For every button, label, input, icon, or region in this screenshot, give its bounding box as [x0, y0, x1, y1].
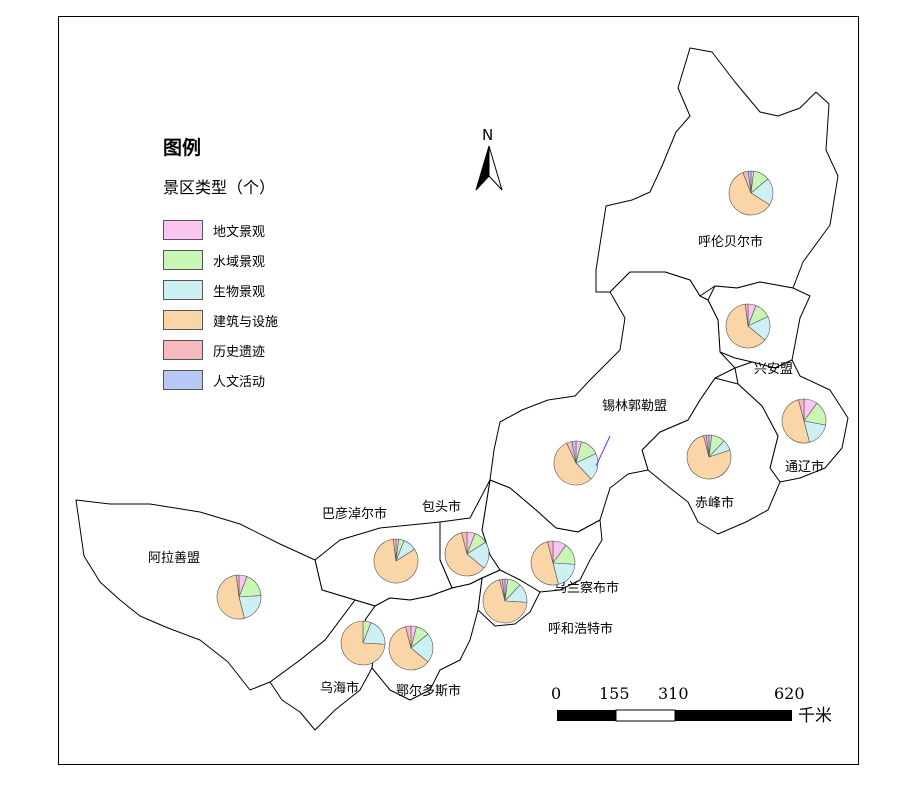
- legend-title: 图例: [163, 137, 202, 159]
- pie-slice: [501, 578, 506, 602]
- pie-slice: [725, 303, 766, 349]
- legend-item-buildings: 建筑与设施: [163, 309, 278, 331]
- pie-slice: [461, 531, 468, 555]
- scale-tick-155: 155: [599, 684, 630, 703]
- region-boundary-alxa: [75, 499, 356, 691]
- north-arrow-label: N: [482, 126, 493, 144]
- pie-4: [553, 440, 599, 486]
- legend-label: 人文活动: [213, 374, 266, 390]
- north-arrow-left-icon: [475, 145, 490, 191]
- north-arrow: N: [475, 126, 503, 191]
- pie-11: [216, 574, 262, 620]
- scale-tick-620: 620: [774, 684, 805, 703]
- scale-segment-1: [557, 710, 616, 721]
- pie-slice: [705, 434, 710, 458]
- pie-slice: [747, 170, 752, 194]
- pie-0: [728, 170, 774, 216]
- pie-slice: [728, 172, 770, 216]
- label-wuhai: 乌海市: [320, 680, 359, 696]
- scale-segment-2: [615, 709, 676, 722]
- pie-slice: [686, 435, 732, 480]
- pie-slice: [547, 540, 554, 564]
- label-hinggan: 兴安盟: [754, 362, 793, 377]
- pie-slice: [781, 399, 810, 444]
- pie-5: [530, 540, 576, 586]
- pie-10: [340, 620, 386, 666]
- legend-label: 生物景观: [213, 284, 266, 300]
- scale-unit: 千米: [798, 706, 832, 726]
- pie-slice: [798, 398, 805, 422]
- label-ordos: 鄂尔多斯市: [396, 683, 461, 699]
- scale-segment-3: [675, 710, 792, 721]
- pie-slice: [392, 538, 397, 562]
- pie-slice: [388, 626, 429, 671]
- legend-label: 建筑与设施: [213, 314, 279, 330]
- pie-slice: [373, 538, 419, 584]
- scale-tick-310: 310: [658, 684, 689, 703]
- map-frame: [58, 16, 859, 765]
- pie-6: [482, 578, 528, 624]
- pie-7: [444, 531, 490, 577]
- label-baotou: 包头市: [422, 499, 461, 515]
- legend-label: 历史遗迹: [213, 344, 266, 360]
- legend-item-historic: 历史遗迹: [163, 339, 265, 361]
- pie-slice: [553, 442, 592, 486]
- legend-swatch: [163, 370, 203, 390]
- pie-slice: [405, 625, 412, 649]
- legend-label: 地文景观: [213, 224, 266, 240]
- legend-item-water: 水域景观: [163, 249, 265, 271]
- pie-8: [373, 538, 419, 584]
- pie-slice: [530, 541, 559, 586]
- north-arrow-right-icon: [488, 145, 503, 191]
- label-tongliao: 通辽市: [785, 459, 824, 475]
- legend-item-biological: 生物景观: [163, 279, 265, 301]
- legend-swatch: [163, 310, 203, 330]
- legend-item-cultural: 人文活动: [163, 369, 265, 391]
- label-hohhot: 呼和浩特市: [548, 621, 613, 637]
- label-bayannur: 巴彦淖尔市: [322, 506, 387, 522]
- region-boundary-xilingol: [489, 271, 736, 533]
- label-xilingol: 锡林郭勒盟: [602, 398, 667, 414]
- scale-bar: 0 155 310 620 千米: [551, 684, 832, 726]
- legend-label: 水域景观: [213, 254, 266, 270]
- pie-slice: [744, 303, 749, 327]
- scale-tick-0: 0: [551, 684, 561, 703]
- legend-swatch: [163, 220, 203, 240]
- legend-item-landform: 地文景观: [163, 219, 265, 241]
- pie-3: [686, 434, 732, 480]
- region-boundary-hulunbuir: [595, 47, 839, 297]
- label-alxa: 阿拉善盟: [148, 550, 200, 566]
- legend-swatch: [163, 280, 203, 300]
- pie-slice: [340, 620, 386, 666]
- pie-slice: [482, 579, 528, 624]
- label-chifeng: 赤峰市: [695, 495, 734, 511]
- legend-swatch: [163, 250, 203, 270]
- leader-line: [595, 435, 611, 467]
- pie-1: [725, 303, 771, 349]
- pie-9: [388, 625, 434, 671]
- pie-slice: [235, 574, 240, 598]
- pie-slice: [571, 440, 577, 464]
- pie-slice: [444, 532, 485, 577]
- pie-2: [781, 398, 827, 444]
- label-hulunbuir: 呼伦贝尔市: [698, 234, 763, 250]
- legend-swatch: [163, 340, 203, 360]
- label-ulanqab: 乌兰察布市: [554, 580, 619, 596]
- legend-subtitle: 景区类型（个）: [163, 178, 276, 197]
